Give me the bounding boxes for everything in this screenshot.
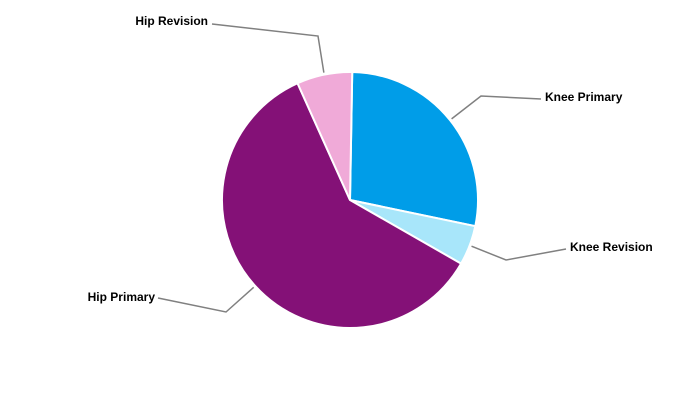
pie-slice (296, 71, 354, 201)
leader-line (157, 286, 255, 313)
leader-line (451, 95, 542, 120)
pie-slice (221, 81, 463, 329)
slice-label: Knee Revision (570, 240, 653, 254)
slice-label: Hip Primary (88, 290, 156, 304)
leader-line (211, 23, 325, 73)
leader-line (471, 245, 567, 261)
slice-label: Knee Primary (545, 90, 623, 104)
pie-slice (348, 71, 479, 228)
slice-label: Hip Revision (135, 14, 208, 28)
